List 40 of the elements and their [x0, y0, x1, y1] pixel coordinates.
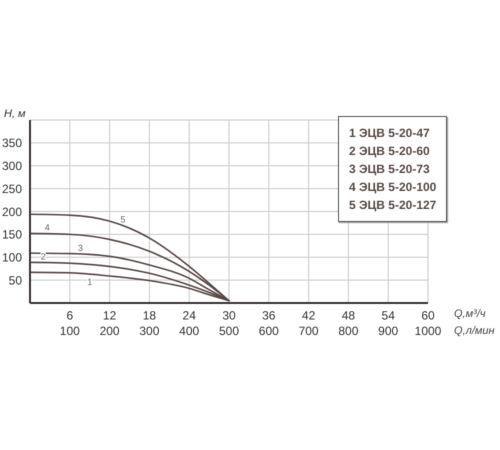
text: 1 ЭЦВ 5-20-47	[349, 125, 431, 142]
x-tick-label: 30	[222, 308, 236, 323]
x-tick-label: 6	[66, 308, 74, 323]
x-tick-label: 60	[421, 308, 435, 323]
text: 4 ЭЦВ 5-20-100	[349, 179, 436, 196]
y-axis-title: H, м	[4, 108, 26, 120]
x-tick-label: 54	[382, 308, 396, 323]
y-tick-label: 300	[2, 159, 22, 174]
y-tick-label: 350	[2, 136, 22, 150]
x2-tick-label: 900	[378, 324, 399, 338]
x-tick-label: 24	[182, 308, 196, 323]
x2-tick-label: 1000	[414, 324, 442, 338]
text: 5 ЭЦВ 5-20-127	[349, 197, 436, 214]
x2-tick-label: 200	[100, 324, 120, 338]
x-tick-label: 12	[102, 308, 117, 323]
y-tick-label: 50	[8, 273, 22, 288]
y-tick-label: 200	[2, 204, 22, 219]
x-axis-title: Q,м³/ч	[454, 308, 486, 320]
x2-tick-label: 600	[258, 324, 280, 338]
x2-tick-label: 400	[179, 324, 200, 338]
text: 3 ЭЦВ 5-20-73	[349, 161, 431, 178]
x2-axis-title: Q,л/мин	[454, 325, 495, 337]
x2-tick-label: 800	[338, 324, 359, 338]
annotation: 2	[40, 251, 46, 262]
x2-tick-label: 100	[60, 324, 80, 338]
y-tick-label: 100	[2, 250, 22, 265]
x2-tick-label: 500	[218, 324, 240, 338]
y-tick-label: 250	[2, 182, 22, 196]
y-tick-label: 150	[2, 228, 22, 242]
annotation: 5	[120, 214, 126, 225]
x-tick-label: 42	[302, 308, 316, 323]
annotation: 3	[78, 243, 83, 254]
annotation: 4	[44, 222, 50, 232]
x2-tick-label: 300	[139, 324, 160, 338]
annotation: 1	[87, 277, 92, 288]
x2-tick-label: 700	[298, 324, 319, 338]
x-tick-label: 48	[342, 308, 356, 323]
text: 2 ЭЦВ 5-20-60	[349, 143, 431, 160]
x-tick-label: 18	[142, 308, 156, 323]
x-tick-label: 36	[262, 308, 276, 323]
